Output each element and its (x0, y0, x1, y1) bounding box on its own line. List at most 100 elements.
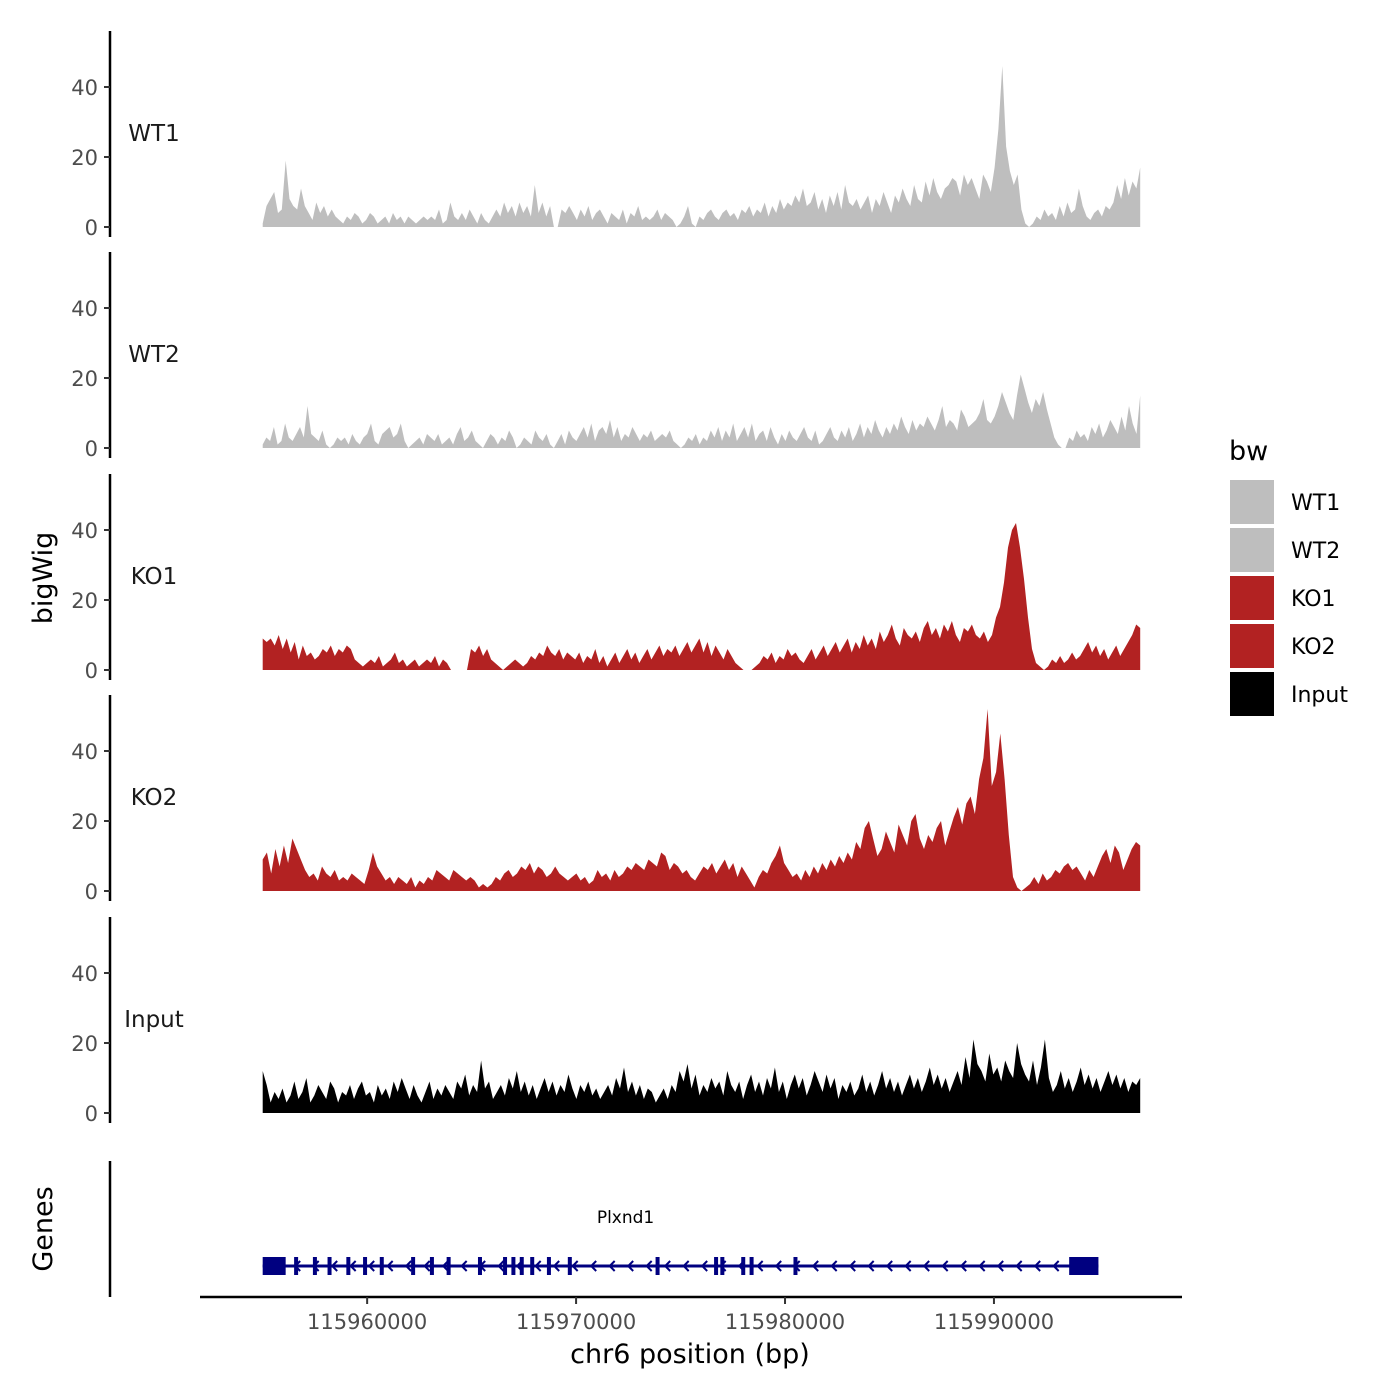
y-tick-label: 40 (71, 519, 98, 543)
signal-area-wt1 (262, 66, 1141, 227)
strand-arrow (441, 1260, 449, 1272)
track-label: Input (124, 1007, 184, 1033)
strand-arrow (626, 1260, 634, 1272)
strand-arrow (978, 1260, 986, 1272)
legend-item-ko2: KO2 (1230, 624, 1336, 668)
legend-item-wt1: WT1 (1230, 480, 1340, 524)
x-tick-label: 115970000 (516, 1310, 636, 1334)
strand-arrow (460, 1260, 468, 1272)
exon (379, 1257, 384, 1275)
strand-arrow (756, 1260, 764, 1272)
x-tick-label: 115990000 (934, 1310, 1054, 1334)
y-tick-label: 0 (85, 880, 98, 904)
strand-arrow (941, 1260, 949, 1272)
y-tick-label: 20 (71, 589, 98, 613)
track-ko1: 0 20 40 KO1 (71, 474, 1141, 683)
track-wt2: 0 20 40 WT2 (71, 252, 1141, 461)
y-tick-label: 40 (71, 740, 98, 764)
strand-arrow (645, 1260, 653, 1272)
exon (446, 1257, 451, 1275)
strand-arrow (497, 1260, 505, 1272)
y-tick-label: 20 (71, 367, 98, 391)
y-tick-label: 20 (71, 1032, 98, 1056)
exon (411, 1257, 416, 1275)
legend-swatch (1230, 576, 1274, 620)
track-wt1: 0 20 40 WT1 (71, 31, 1141, 240)
genes-panel: Plxnd1 (108, 1161, 1099, 1297)
strand-arrow (830, 1260, 838, 1272)
strand-arrow (386, 1260, 394, 1272)
exon (477, 1257, 482, 1275)
legend-label: WT2 (1291, 539, 1340, 564)
y-tick-label: 0 (85, 659, 98, 683)
x-tick-label: 115980000 (725, 1310, 845, 1334)
strand-arrow (534, 1260, 542, 1272)
exon (363, 1257, 368, 1275)
track-label: KO1 (131, 564, 178, 590)
legend-swatch (1230, 528, 1274, 572)
strand-arrow (663, 1260, 671, 1272)
strand-arrow (867, 1260, 875, 1272)
exon (503, 1257, 508, 1275)
strand-arrow (423, 1260, 431, 1272)
legend-label: Input (1291, 683, 1348, 708)
exon (720, 1257, 725, 1275)
exon (519, 1257, 524, 1275)
exon (294, 1257, 299, 1275)
legend: bw WT1 WT2 KO1 KO2 Input (1229, 436, 1348, 716)
strand-arrow (608, 1260, 616, 1272)
strand-arrow (367, 1260, 375, 1272)
y-tick-label: 0 (85, 437, 98, 461)
exon (327, 1257, 332, 1275)
track-label: WT1 (128, 121, 179, 147)
exon (714, 1257, 719, 1275)
strand-arrow (959, 1260, 967, 1272)
gene-end-block (1069, 1257, 1099, 1275)
strand-arrow (404, 1260, 412, 1272)
track-input: 0 20 40 Input (71, 917, 1141, 1126)
signal-area-ko2 (262, 709, 1141, 891)
track-label: WT2 (128, 342, 179, 368)
exon (567, 1257, 572, 1275)
strand-arrow (922, 1260, 930, 1272)
strand-arrow (1033, 1260, 1041, 1272)
exon (312, 1257, 317, 1275)
legend-title: bw (1229, 436, 1268, 467)
strand-arrow (811, 1260, 819, 1272)
strand-arrow (330, 1260, 338, 1272)
track-panels: 0 20 40 WT1 0 20 40 WT2 0 20 40 KO1 0 20 40 KO2 0 20 40 Inp… (71, 31, 1141, 1126)
signal-area-wt2 (262, 374, 1141, 448)
strand-arrow (1052, 1260, 1060, 1272)
legend-label: WT1 (1291, 491, 1340, 516)
exon (546, 1257, 551, 1275)
exon (749, 1257, 754, 1275)
signal-area-ko1 (262, 523, 1141, 670)
strand-arrow (774, 1260, 782, 1272)
exon (346, 1257, 351, 1275)
legend-label: KO2 (1291, 635, 1336, 660)
strand-arrow (349, 1260, 357, 1272)
track-ko2: 0 20 40 KO2 (71, 695, 1141, 904)
strand-arrow (848, 1260, 856, 1272)
legend-item-wt2: WT2 (1230, 528, 1340, 572)
legend-item-ko1: KO1 (1230, 576, 1336, 620)
legend-item-input: Input (1230, 672, 1348, 716)
legend-swatch (1230, 672, 1274, 716)
exon (793, 1257, 798, 1275)
y-axis-title: bigWig (28, 532, 59, 625)
exon (275, 1257, 280, 1275)
strand-arrow (904, 1260, 912, 1272)
strand-arrow (885, 1260, 893, 1272)
track-label: KO2 (131, 785, 178, 811)
legend-swatch (1230, 480, 1274, 524)
legend-label: KO1 (1291, 587, 1336, 612)
x-axis: 115960000 115970000 115980000 115990000 (200, 1295, 1182, 1334)
exon (655, 1257, 660, 1275)
strand-arrow (996, 1260, 1004, 1272)
genes-axis-title: Genes (28, 1186, 59, 1271)
y-tick-label: 40 (71, 297, 98, 321)
legend-swatch (1230, 624, 1274, 668)
y-tick-label: 20 (71, 810, 98, 834)
strand-arrow (682, 1260, 690, 1272)
